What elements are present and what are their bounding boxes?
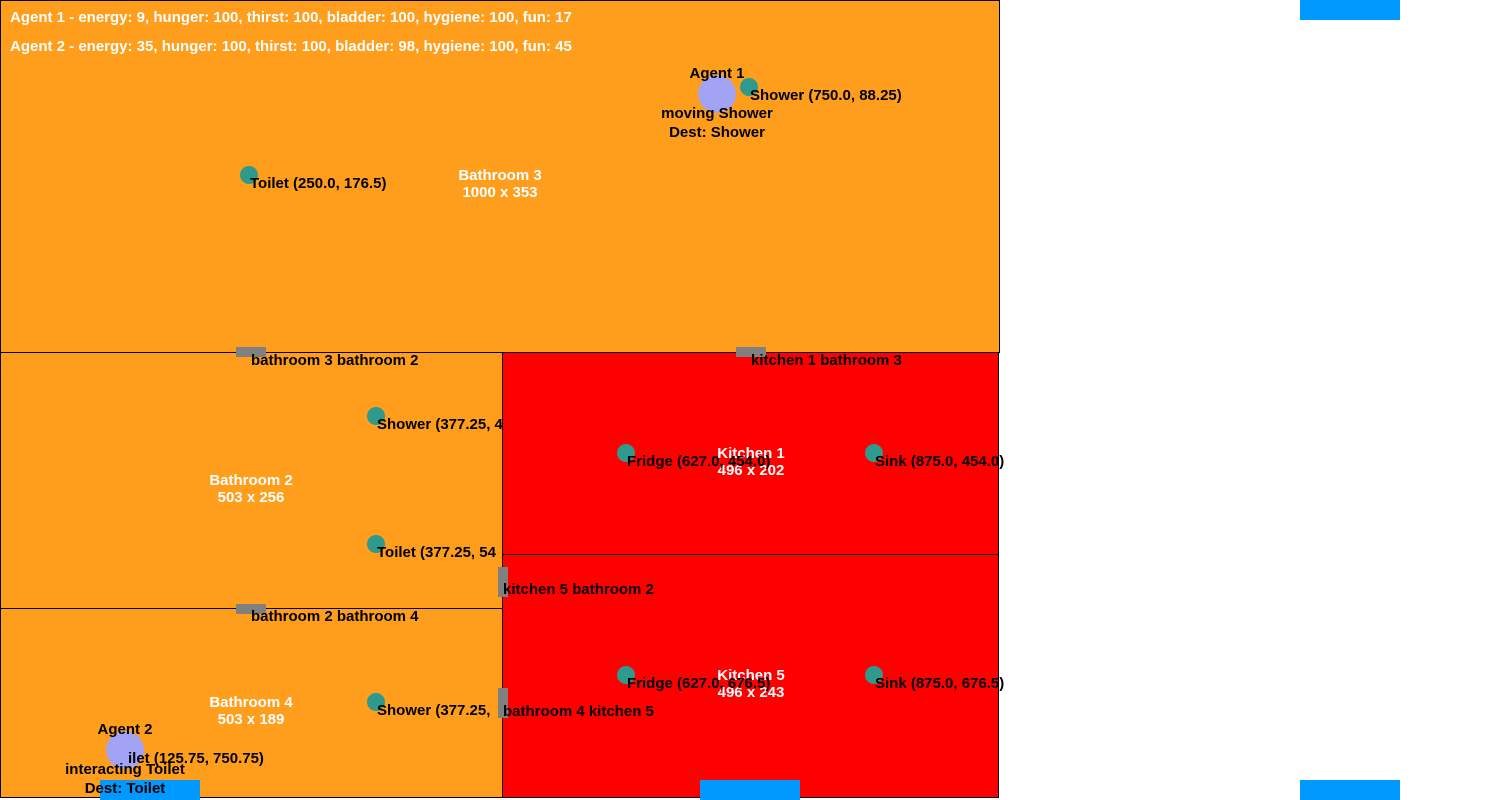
fridge-icon[interactable]: [617, 666, 635, 684]
room-name: Kitchen 1: [717, 445, 785, 462]
door-label: bathroom 2 bathroom 4: [251, 608, 419, 625]
room-size: 1000 x 353: [462, 184, 538, 201]
object-label: Sink (875.0, 676.5): [875, 675, 1005, 692]
room-name: Bathroom 3: [458, 167, 542, 184]
agent-1-label: Agent 1: [617, 64, 817, 83]
agent-2-avatar[interactable]: [106, 731, 144, 769]
object-label: ilet (125.75, 750.75): [128, 750, 264, 767]
room-bathroom-3: [0, 0, 1000, 353]
door-kitchen5-bathroom2[interactable]: [498, 567, 508, 597]
room-size: 496 x 243: [717, 684, 785, 701]
door-label: bathroom 4 kitchen 5: [503, 703, 654, 720]
door-bathroom4-kitchen5[interactable]: [498, 688, 508, 718]
door-kitchen1-bathroom3[interactable]: [736, 347, 766, 357]
object-label: Toilet (377.25, 54: [377, 544, 496, 561]
agent-name: Agent 1: [689, 65, 745, 82]
agent-1-status: moving Shower Dest: Shower: [617, 104, 817, 142]
room-size: 496 x 202: [717, 462, 785, 479]
spawn-marker-bottom-1: [100, 780, 200, 800]
object-label: Fridge (627.0, 676.5): [627, 675, 771, 692]
door-label: bathroom 3 bathroom 2: [251, 352, 419, 369]
toilet-icon[interactable]: [240, 166, 258, 184]
object-label: Toilet (250.0, 176.5): [250, 175, 387, 192]
spawn-marker-top-3: [1300, 0, 1400, 20]
agent-state: interacting Toilet: [65, 761, 185, 778]
agent-2-needs-readout: Agent 2 - energy: 35, hunger: 100, thirs…: [10, 38, 572, 55]
object-label: Fridge (627.0, 454.0): [627, 453, 771, 470]
agent-destination: Dest: Shower: [669, 124, 765, 141]
agent-state: moving Shower: [661, 105, 773, 122]
spawn-marker-bottom-3: [1300, 780, 1400, 800]
room-bathroom-4: [0, 608, 503, 798]
agent-name: Agent 2: [97, 721, 153, 738]
door-label: kitchen 1 bathroom 3: [751, 352, 902, 369]
door-bathroom2-bathroom4[interactable]: [236, 604, 266, 614]
room-name: Kitchen 5: [717, 667, 785, 684]
door-label: kitchen 5 bathroom 2: [503, 581, 654, 598]
room-label-bathroom-2: Bathroom 2 503 x 256: [191, 472, 311, 506]
agent-2-label: Agent 2: [25, 720, 225, 739]
room-size: 503 x 189: [217, 711, 285, 728]
fridge-icon[interactable]: [617, 444, 635, 462]
room-label-bathroom-3: Bathroom 3 1000 x 353: [440, 167, 560, 201]
room-label-bathroom-4: Bathroom 4 503 x 189: [191, 694, 311, 728]
sink-icon[interactable]: [865, 666, 883, 684]
room-size: 503 x 256: [217, 489, 285, 506]
agent-1-avatar[interactable]: [698, 75, 736, 113]
room-label-kitchen-5: Kitchen 5 496 x 243: [691, 667, 811, 701]
sink-icon[interactable]: [865, 444, 883, 462]
shower-icon[interactable]: [367, 693, 385, 711]
object-label: Shower (377.25, 4: [377, 416, 503, 433]
toilet-icon[interactable]: [367, 535, 385, 553]
agent-1-needs-readout: Agent 1 - energy: 9, hunger: 100, thirst…: [10, 9, 572, 26]
object-label: Shower (377.25,: [377, 702, 491, 719]
shower-icon[interactable]: [740, 78, 758, 96]
room-label-kitchen-1: Kitchen 1 496 x 202: [691, 445, 811, 479]
room-name: Bathroom 2: [209, 472, 293, 489]
door-bathroom3-bathroom2[interactable]: [236, 347, 266, 357]
spawn-marker-bottom-2: [700, 780, 800, 800]
room-name: Bathroom 4: [209, 694, 293, 711]
object-label: Sink (875.0, 454.0): [875, 453, 1005, 470]
shower-icon[interactable]: [367, 407, 385, 425]
agent-2-status: interacting Toilet Dest: Toilet: [25, 760, 225, 798]
room-kitchen-1: [502, 352, 999, 555]
object-label: Shower (750.0, 88.25): [750, 87, 902, 104]
agent-destination: Dest: Toilet: [84, 780, 166, 797]
